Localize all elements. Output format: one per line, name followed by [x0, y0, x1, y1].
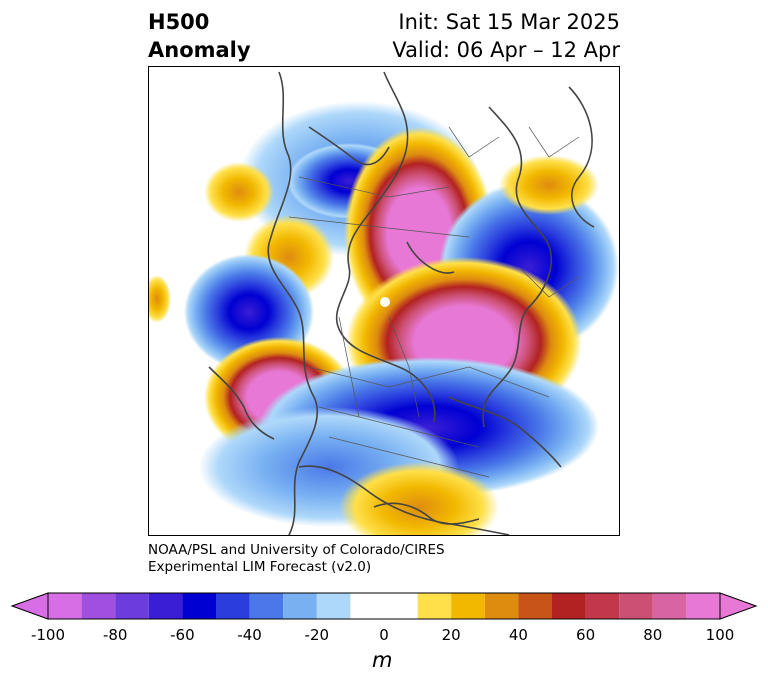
positive-anomaly-edge [149, 275, 171, 323]
colorbar-unit: m [372, 648, 393, 672]
colorbar-cell [451, 593, 485, 619]
colorbar-cell [619, 593, 653, 619]
colorbar-tick-label: 20 [441, 626, 461, 644]
colorbar-tick-label: 60 [576, 626, 596, 644]
map-svg [149, 71, 619, 535]
colorbar-left-extension [10, 592, 49, 620]
colorbar-tick-label: -40 [237, 626, 262, 644]
credit-line-1: NOAA/PSL and University of Colorado/CIRE… [148, 542, 445, 558]
colorbar-cell [81, 593, 116, 619]
colorbar-tick-label: 100 [705, 626, 735, 644]
colorbar-cell [283, 593, 317, 619]
colorbar-tick-label: -60 [170, 626, 195, 644]
colorbar-cell [115, 593, 149, 619]
colorbar-cell [316, 593, 351, 619]
colorbar-cell [585, 593, 620, 619]
colorbar-cell [686, 593, 720, 619]
colorbar-ticks: -100 -80 -60 -40 -20 0 20 40 60 80 100 [0, 626, 768, 648]
colorbar-cell [652, 593, 687, 619]
credit: NOAA/PSL and University of Colorado/CIRE… [148, 542, 445, 576]
colorbar-cell [249, 593, 284, 619]
colorbar-tick-label: 40 [508, 626, 528, 644]
colorbar-tick-label: 80 [643, 626, 663, 644]
valid-dates: Valid: 06 Apr – 12 Apr [392, 38, 620, 62]
anomaly-field [149, 101, 619, 535]
title-variable: H500 [148, 10, 210, 34]
title-field: Anomaly [148, 38, 251, 62]
colorbar-cell [417, 593, 452, 619]
title-left: H500 Anomaly [148, 8, 251, 64]
coastlines [208, 71, 595, 535]
colorbar-cell [552, 593, 586, 619]
colorbar-tick-label: -100 [30, 626, 66, 644]
colorbar-tick-label: -20 [304, 626, 330, 644]
colorbar [10, 592, 758, 620]
pole-marker [380, 297, 390, 307]
colorbar-cell [518, 593, 552, 619]
positive-anomaly-east [499, 155, 599, 215]
positive-anomaly-nw [204, 162, 274, 222]
colorbar-tick-label: -80 [102, 626, 128, 644]
colorbar-right-extension [719, 592, 758, 620]
colorbar-frame [47, 592, 721, 620]
colorbar-cell [48, 593, 82, 619]
colorbar-cell [484, 593, 519, 619]
colorbar-cell [350, 593, 418, 619]
positive-anomaly-south [339, 462, 499, 535]
credit-line-2: Experimental LIM Forecast (v2.0) [148, 559, 372, 575]
init-date: Init: Sat 15 Mar 2025 [398, 10, 620, 34]
title-right: Init: Sat 15 Mar 2025 Valid: 06 Apr – 12… [392, 8, 620, 64]
colorbar-cell [148, 593, 183, 619]
borders [288, 126, 580, 478]
colorbar-cell [216, 593, 250, 619]
colorbar-tick-label: 0 [379, 626, 389, 644]
colorbar-cell [182, 593, 216, 619]
anomaly-map [148, 66, 620, 536]
